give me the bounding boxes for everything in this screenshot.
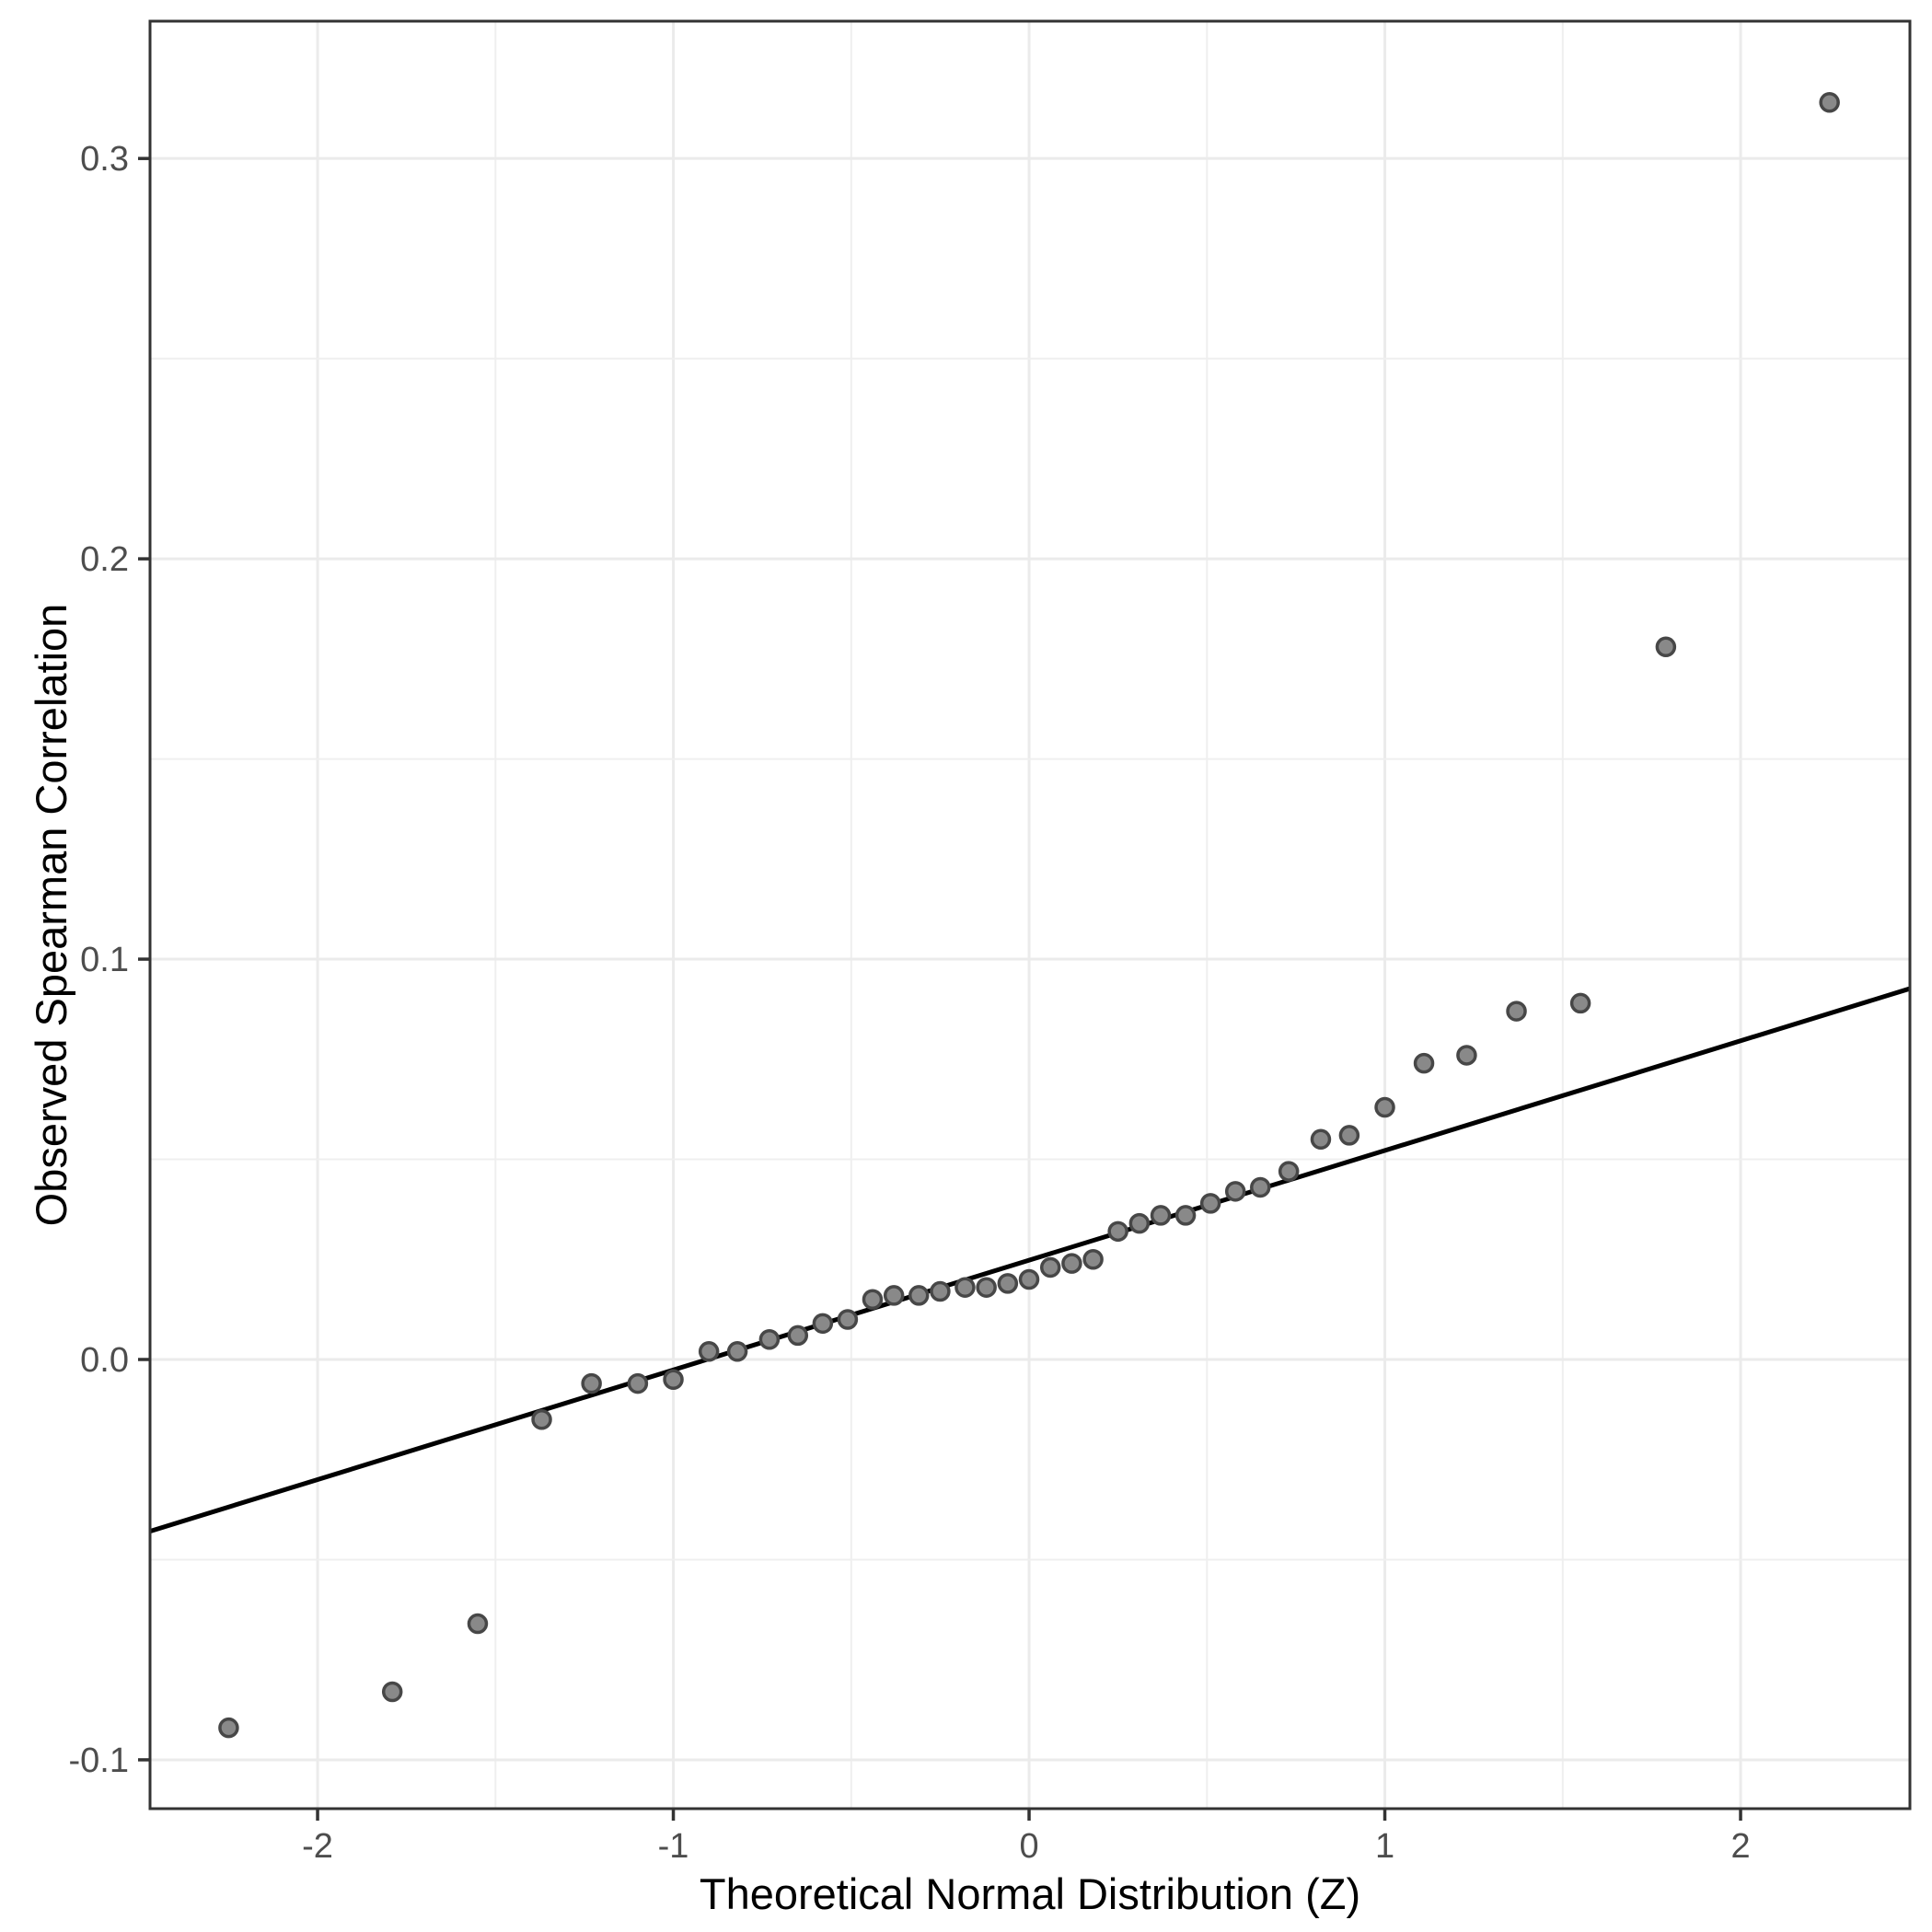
x-tick-label: -2	[302, 1827, 333, 1866]
y-axis-title-text: Observed Spearman Correlation	[27, 603, 75, 1227]
data-point	[1082, 1249, 1104, 1270]
x-tick-label: -1	[658, 1827, 689, 1866]
data-point	[883, 1285, 905, 1306]
reference-line	[149, 986, 1911, 1534]
data-point	[1655, 636, 1677, 658]
data-point	[467, 1613, 489, 1635]
data-point	[1819, 92, 1840, 113]
y-tick-label: 0.2	[80, 540, 129, 579]
x-tick-label: 0	[1019, 1827, 1038, 1866]
data-point	[1128, 1212, 1151, 1234]
data-point	[1338, 1125, 1360, 1146]
data-point	[1456, 1045, 1477, 1066]
data-point	[1224, 1181, 1246, 1202]
data-point	[758, 1329, 781, 1350]
data-point	[997, 1273, 1019, 1294]
y-tick-label: 0.1	[80, 941, 129, 979]
data-point	[787, 1325, 809, 1347]
data-point	[1039, 1256, 1061, 1278]
y-tick-label: -0.1	[69, 1741, 129, 1780]
data-point	[1506, 1001, 1527, 1022]
data-point	[837, 1309, 859, 1330]
data-point	[976, 1277, 997, 1298]
data-point	[812, 1313, 834, 1335]
data-point	[1278, 1161, 1300, 1182]
data-point	[663, 1369, 684, 1390]
x-axis-title: Theoretical Normal Distribution (Z)	[699, 1869, 1361, 1918]
data-point	[1250, 1176, 1271, 1198]
data-point	[1150, 1205, 1172, 1226]
data-point	[218, 1717, 239, 1739]
data-point	[1374, 1096, 1395, 1118]
data-point	[531, 1408, 552, 1430]
data-point	[930, 1280, 951, 1302]
data-point	[1199, 1193, 1221, 1214]
data-point	[726, 1341, 748, 1362]
data-point	[862, 1289, 884, 1311]
data-point	[908, 1285, 930, 1306]
data-point	[1018, 1268, 1040, 1290]
x-tick-label: 1	[1375, 1827, 1394, 1866]
data-point	[954, 1277, 976, 1298]
data-point	[627, 1372, 649, 1394]
data-point	[1569, 992, 1591, 1014]
x-tick-label: 2	[1730, 1827, 1750, 1866]
y-tick-label: 0.3	[80, 140, 129, 179]
data-point	[1107, 1221, 1128, 1243]
data-point	[1174, 1205, 1197, 1226]
data-point	[1413, 1052, 1435, 1074]
data-point	[1310, 1128, 1332, 1151]
data-point	[1061, 1253, 1082, 1274]
data-point	[698, 1341, 720, 1362]
data-point	[581, 1372, 602, 1394]
data-point	[381, 1681, 403, 1703]
y-tick-label: 0.0	[80, 1341, 129, 1380]
